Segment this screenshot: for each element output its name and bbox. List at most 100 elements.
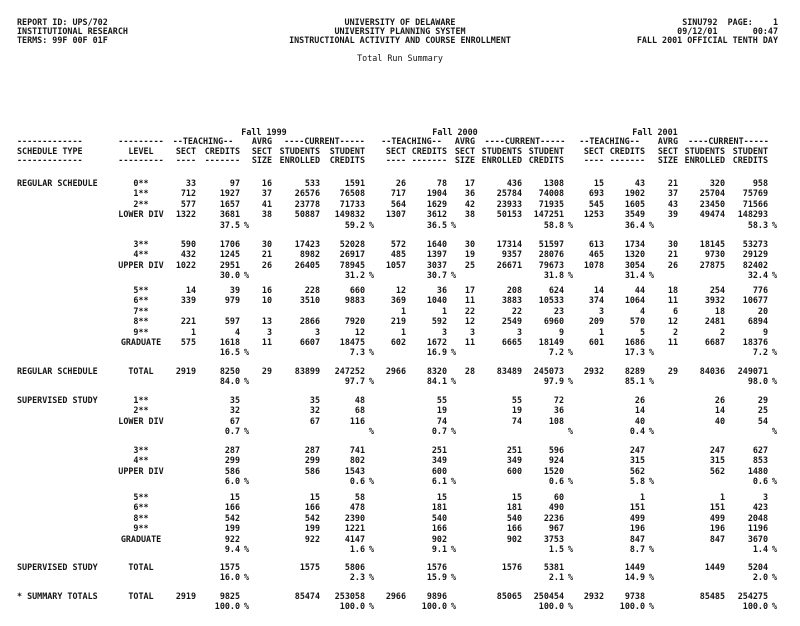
cell-value: 8320: [426, 366, 447, 376]
cell-value: 1640: [426, 239, 447, 249]
cell-value: 2919: [175, 591, 196, 601]
cell-value: 1022: [175, 259, 196, 270]
cell-value: 38: [261, 209, 272, 220]
cell-value: 3054: [624, 259, 645, 270]
percent-sign: %: [451, 544, 457, 554]
cell-value: 18149: [538, 337, 564, 347]
percent-value: 1.6: [349, 544, 365, 554]
percent-value: 100.0: [339, 601, 365, 611]
cell-value: 1449: [704, 562, 725, 572]
cell-value: 299: [224, 455, 240, 466]
cell-value: 254275: [737, 591, 768, 601]
cell-value: 221: [180, 316, 196, 327]
cell-value: 37: [667, 188, 678, 199]
percent-value: 31.4: [624, 270, 645, 281]
cell-value: 166: [304, 502, 320, 513]
column-header: ----: [175, 155, 196, 165]
level-header: ---------: [118, 136, 164, 146]
cell-value: 11: [667, 337, 678, 347]
cell-value: 55: [511, 395, 522, 405]
cell-value: 3753: [543, 533, 564, 544]
cell-value: 108: [548, 415, 564, 426]
schedule-type-header: SCHEDULE TYPE: [17, 146, 83, 156]
cell-value: 1221: [344, 523, 365, 534]
cell-value: 1040: [426, 295, 447, 306]
cell-value: 3670: [747, 533, 768, 544]
cell-value: 18: [714, 305, 725, 316]
cell-value: 14: [714, 405, 725, 416]
cell-value: 181: [431, 502, 447, 513]
level-label: LOWER DIV: [118, 415, 164, 426]
percent-value: 15.9: [426, 572, 447, 583]
cell-value: 9357: [501, 249, 522, 260]
cell-value: 50887: [294, 209, 320, 220]
percent-sign: %: [369, 376, 375, 387]
percent-value: 16.9: [426, 347, 447, 358]
percent-value: 0.7: [224, 426, 240, 437]
percent-sign: %: [451, 476, 457, 487]
cell-value: 11: [464, 295, 475, 306]
cell-value: 9825: [219, 591, 240, 601]
percent-sign: %: [244, 544, 250, 554]
cell-value: 12: [354, 326, 365, 337]
cell-value: 15: [309, 492, 320, 502]
percent-value: 98.0: [747, 376, 768, 387]
percent-sign: %: [772, 376, 778, 387]
cell-value: 6: [672, 305, 678, 316]
cell-value: 3932: [704, 295, 725, 306]
cell-value: 570: [629, 316, 645, 327]
cell-value: 26405: [294, 259, 320, 270]
percent-sign: %: [772, 476, 778, 487]
cell-value: 82402: [742, 259, 768, 270]
cell-value: 14: [185, 285, 196, 295]
level-label: 6**: [133, 502, 149, 513]
cell-value: 72: [553, 395, 564, 405]
avrg-header: AVRG: [657, 136, 678, 146]
cell-value: 1618: [219, 337, 240, 347]
cell-value: 922: [304, 533, 320, 544]
cell-value: 776: [752, 285, 768, 295]
report-subtitle: Total Run Summary: [357, 53, 443, 63]
cell-value: 26671: [496, 259, 522, 270]
cell-value: 9: [558, 326, 564, 337]
cell-value: 199: [304, 523, 320, 534]
cell-value: 23933: [496, 198, 522, 209]
cell-value: 575: [180, 337, 196, 347]
column-header: SECT: [251, 146, 272, 156]
level-label: UPPER DIV: [118, 465, 164, 476]
level-label: 4**: [133, 249, 149, 260]
cell-value: 209: [588, 316, 604, 327]
cell-value: 71566: [742, 198, 768, 209]
cell-value: 597: [224, 316, 240, 327]
schedule-type-header: -------------: [17, 155, 83, 165]
cell-value: 36: [464, 188, 475, 199]
column-header: ----: [583, 155, 604, 165]
cell-value: 83899: [294, 366, 320, 376]
percent-value: 58.8: [543, 219, 564, 230]
cell-value: 16: [261, 285, 272, 295]
percent-value: 32.4: [747, 270, 768, 281]
cell-value: 3681: [219, 209, 240, 220]
cell-value: 78: [436, 178, 447, 188]
percent-value: 100.0: [214, 601, 240, 611]
cell-value: 71935: [538, 198, 564, 209]
cell-value: 11: [261, 337, 272, 347]
level-label: 3**: [133, 239, 149, 249]
cell-value: 9738: [624, 591, 645, 601]
cell-value: 1902: [624, 188, 645, 199]
level-label: 0**: [133, 178, 149, 188]
cell-value: 2481: [704, 316, 725, 327]
level-label: 3**: [133, 445, 149, 455]
level-label: UPPER DIV: [118, 259, 164, 270]
percent-value: 85.1: [624, 376, 645, 387]
cell-value: 18145: [699, 239, 725, 249]
level-label: 5**: [133, 285, 149, 295]
cell-value: 2549: [501, 316, 522, 327]
cell-value: 25784: [496, 188, 522, 199]
cell-value: 2919: [175, 366, 196, 376]
cell-value: 8250: [219, 366, 240, 376]
term-header: Fall 1999: [241, 127, 287, 137]
cell-value: 148293: [737, 209, 768, 220]
cell-value: 247252: [334, 366, 365, 376]
cell-value: 23778: [294, 198, 320, 209]
